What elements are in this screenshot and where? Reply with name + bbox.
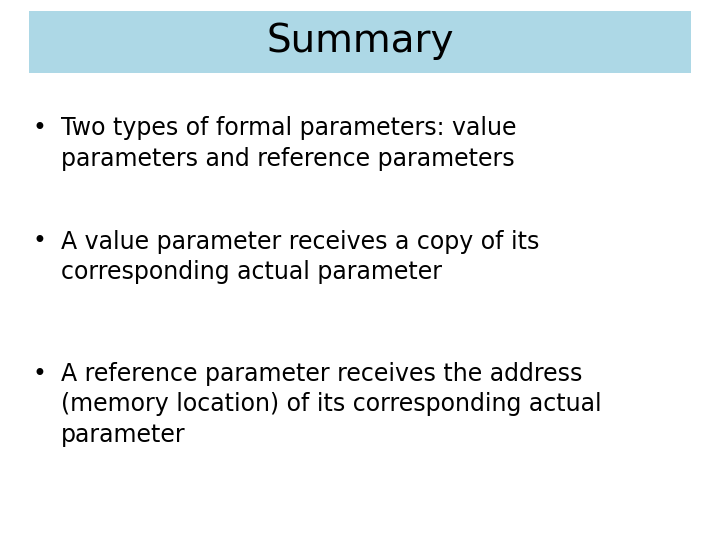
Text: A value parameter receives a copy of its
corresponding actual parameter: A value parameter receives a copy of its… (61, 230, 539, 284)
FancyBboxPatch shape (29, 11, 691, 73)
Text: •: • (32, 362, 47, 386)
Text: Summary: Summary (266, 22, 454, 60)
Text: •: • (32, 230, 47, 253)
Text: •: • (32, 116, 47, 140)
Text: Two types of formal parameters: value
parameters and reference parameters: Two types of formal parameters: value pa… (61, 116, 517, 171)
Text: A reference parameter receives the address
(memory location) of its correspondin: A reference parameter receives the addre… (61, 362, 602, 447)
